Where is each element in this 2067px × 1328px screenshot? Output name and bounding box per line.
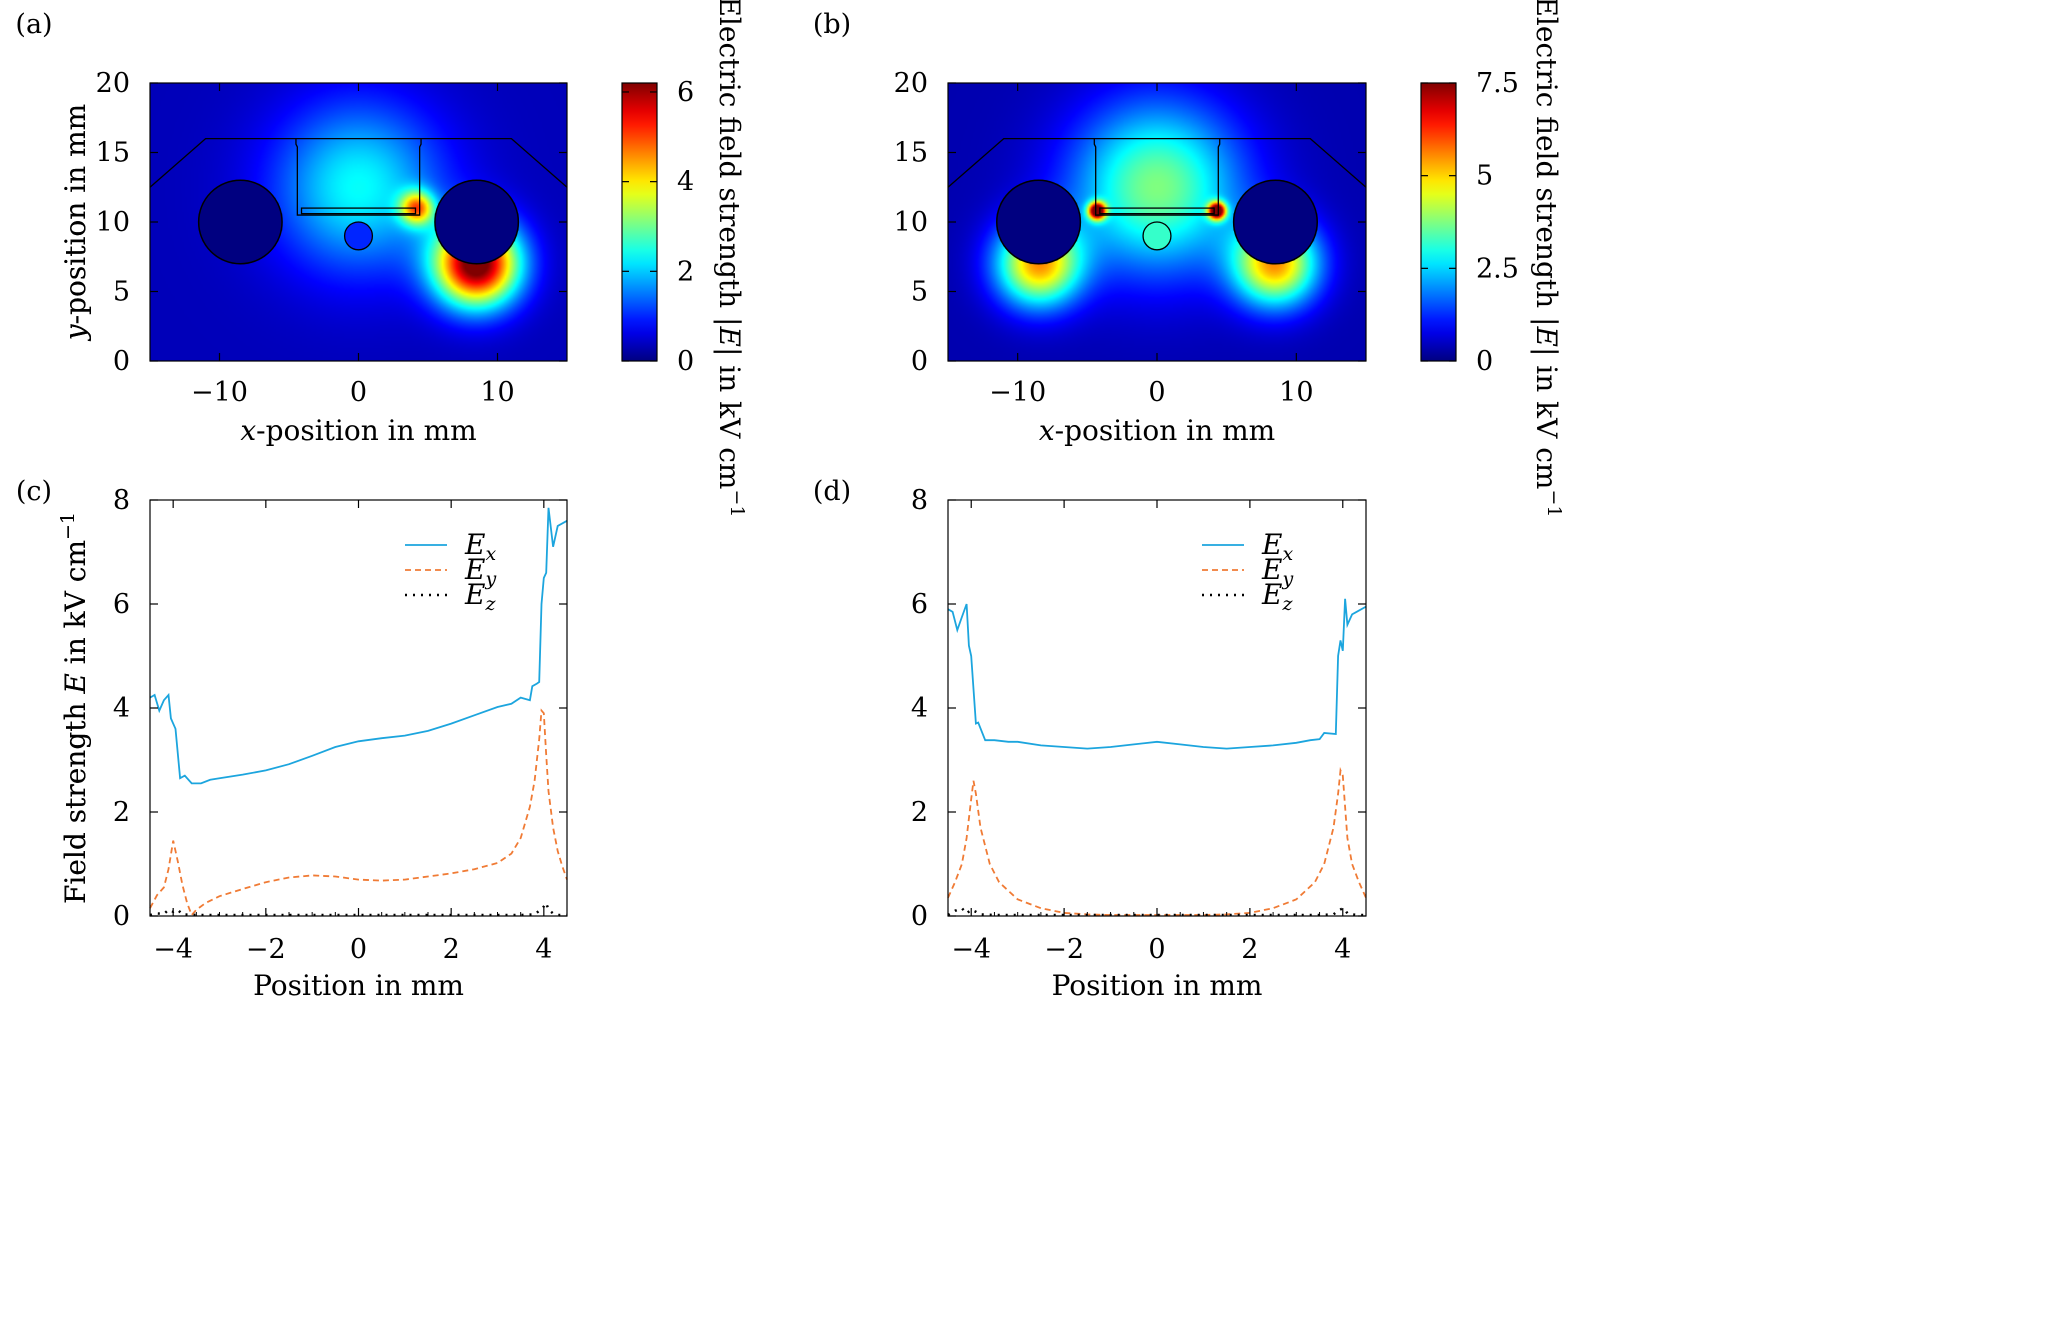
x-tick-label: 0 <box>350 377 367 408</box>
y-axis-label: y-position in mm <box>59 104 92 342</box>
x-tick-label: −4 <box>951 934 991 965</box>
x-tick-label: −10 <box>191 377 248 408</box>
sample-plate <box>300 207 417 215</box>
x-tick-label: 0 <box>350 934 367 965</box>
colorbar-label: Electric field strength |E| in kV cm−1 <box>1530 0 1565 518</box>
y-tick-label: 0 <box>911 901 928 932</box>
x-tick-label: 10 <box>480 377 514 408</box>
y-tick-label: 0 <box>113 901 130 932</box>
y-tick-label: 8 <box>911 485 928 516</box>
legend-label: Ex <box>464 528 496 565</box>
x-tick-label: 10 <box>1279 377 1313 408</box>
y-axis-label: Field strength E in kV cm−1 <box>57 512 92 904</box>
y-tick-label: 5 <box>911 277 928 308</box>
series-line-ex <box>947 598 1367 750</box>
line-panel-d: −4 −2 0 2 4 0 2 4 6 8 Position in mm Field strength… <box>57 476 1367 1002</box>
electrode-1 <box>197 179 283 265</box>
colorbar-tick-label: 5 <box>1476 161 1493 192</box>
panel-label: (c) <box>16 476 52 507</box>
y-axis-label: y-position in mm <box>59 104 92 342</box>
holder-outline <box>149 137 568 188</box>
plot-frame <box>947 499 1367 917</box>
x-axis-label: x-position in mm <box>240 414 476 447</box>
panel-label: (d) <box>813 476 851 507</box>
y-tick-label: 10 <box>96 207 130 238</box>
y-tick-label: 6 <box>911 589 928 620</box>
colorbar <box>1420 82 1457 362</box>
x-axis-label: Position in mm <box>253 969 464 1002</box>
series-line-ez <box>149 900 567 917</box>
legend-label: Ey <box>464 553 496 590</box>
colorbar <box>621 82 658 362</box>
y-tick-label: 5 <box>113 277 130 308</box>
x-axis-label: Position in mm <box>1052 969 1263 1002</box>
x-tick-label: 2 <box>443 934 460 965</box>
y-tick-label: 20 <box>96 68 130 99</box>
colorbar-tick-label: 4 <box>677 167 694 198</box>
small-circle <box>343 221 374 251</box>
colorbar-label: Electric field strength |E| in kV cm−1 <box>713 0 748 518</box>
x-axis-label: x-position in mm <box>1039 414 1275 447</box>
panel-label: (a) <box>15 9 52 40</box>
electrode-2 <box>1232 179 1318 265</box>
x-tick-label: 2 <box>1241 934 1258 965</box>
sample-plate <box>1099 207 1215 215</box>
x-tick-label: −2 <box>246 934 286 965</box>
x-tick-label: −10 <box>989 377 1046 408</box>
y-tick-label: 0 <box>113 346 130 377</box>
legend-label: Ez <box>464 578 496 615</box>
legend-label: Ex <box>1261 528 1293 565</box>
line-panel-c: −4 −2 0 2 4 0 2 4 6 8 Position in mm Field strength… <box>16 476 568 1002</box>
y-tick-label: 20 <box>894 68 928 99</box>
colorbar-tick-label: 0 <box>677 346 694 377</box>
y-tick-label: 6 <box>113 589 130 620</box>
x-tick-label: 0 <box>1148 377 1165 408</box>
colorbar-tick-label: 2.5 <box>1476 253 1519 284</box>
electrode-1 <box>996 179 1082 265</box>
series-line-ex <box>149 507 568 785</box>
channel-outline <box>295 138 422 216</box>
y-axis-label: Field strength E in kV cm−1 <box>57 512 92 904</box>
legend-label: Ez <box>1261 578 1293 615</box>
x-tick-label: −4 <box>153 934 193 965</box>
series-line-ey <box>149 708 568 917</box>
colorbar-tick-label: 7.5 <box>1476 68 1519 99</box>
electrode-2 <box>434 179 520 265</box>
colorbar-tick-label: 6 <box>677 77 694 108</box>
x-tick-label: 4 <box>1334 934 1351 965</box>
y-tick-label: 4 <box>113 693 130 724</box>
holder-outline <box>947 137 1367 188</box>
y-tick-label: 10 <box>894 207 928 238</box>
x-tick-label: 4 <box>535 934 552 965</box>
x-tick-label: 0 <box>1148 934 1165 965</box>
y-tick-label: 0 <box>911 346 928 377</box>
series-line-ey <box>947 766 1367 916</box>
legend-label: Ey <box>1261 553 1293 590</box>
y-tick-label: 15 <box>96 138 130 169</box>
panel-label: (b) <box>813 9 851 40</box>
y-tick-label: 2 <box>113 797 130 828</box>
colorbar-tick-label: 2 <box>677 256 694 287</box>
y-tick-label: 8 <box>113 485 130 516</box>
plot-frame <box>149 499 568 917</box>
y-tick-label: 15 <box>894 138 928 169</box>
small-circle <box>1142 221 1172 251</box>
colorbar-tick-label: 0 <box>1476 346 1493 377</box>
x-tick-label: −2 <box>1044 934 1084 965</box>
y-tick-label: 4 <box>911 693 928 724</box>
y-tick-label: 2 <box>911 797 928 828</box>
channel-outline <box>1093 138 1221 216</box>
